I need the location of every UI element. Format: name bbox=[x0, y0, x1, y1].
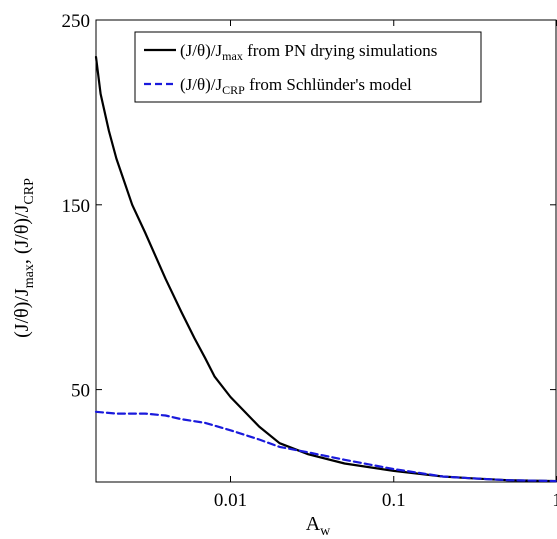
x-tick-label: 0.1 bbox=[382, 490, 406, 511]
x-tick-label: 0.01 bbox=[214, 490, 247, 511]
plot-frame bbox=[95, 19, 557, 483]
y-tick-label: 250 bbox=[62, 11, 91, 32]
legend: (J/θ)/Jmax from PN drying simulations (J… bbox=[134, 31, 482, 103]
y-tick-label: 50 bbox=[71, 381, 90, 402]
series-layer bbox=[94, 55, 557, 483]
legend-box bbox=[134, 31, 482, 103]
legend-entry-series-2: (J/θ)/JCRP from Schlünder's model bbox=[180, 75, 412, 97]
series-line-2 bbox=[94, 410, 557, 483]
x-tick-label: 1 bbox=[552, 490, 557, 511]
legend-entry-series-1: (J/θ)/Jmax from PN drying simulations bbox=[180, 41, 437, 63]
y-axis-label: (J/θ)/Jmax, (J/θ)/JCRP bbox=[11, 178, 37, 338]
x-axis-label: Aw bbox=[306, 513, 331, 539]
y-tick-label: 150 bbox=[62, 196, 91, 217]
plot-area bbox=[95, 19, 557, 483]
series-line-1 bbox=[94, 55, 557, 483]
